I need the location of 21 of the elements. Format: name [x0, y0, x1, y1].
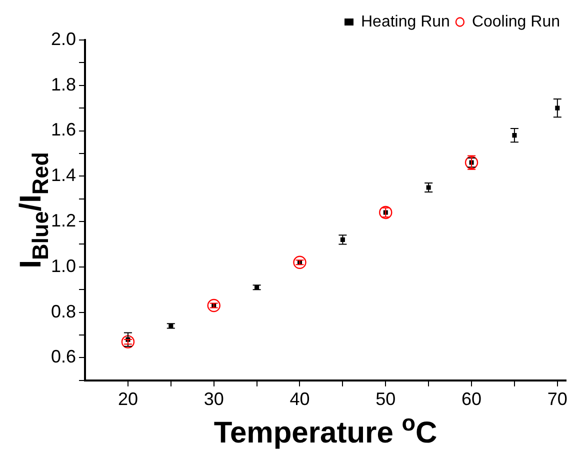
y-tick-label: 1.6: [50, 120, 76, 140]
y-tick-label: 1.4: [50, 165, 76, 186]
point: [464, 156, 478, 170]
y-tick-label: 1.2: [50, 210, 76, 231]
y-tick-label: 0.8: [50, 301, 76, 322]
x-tick-label: 40: [290, 389, 310, 410]
x-tick-label: 60: [462, 389, 482, 410]
point: [207, 298, 220, 312]
y-tick-label: 1.0: [50, 256, 76, 276]
y-tick-label: 1.8: [50, 74, 76, 94]
x-tick-label: 30: [204, 389, 224, 410]
legend-label: Cooling Run: [472, 13, 560, 30]
y-tick-label: 0.6: [50, 346, 76, 367]
x-tick-label: 50: [376, 389, 396, 410]
y-tick-label: 2.0: [50, 28, 76, 49]
legend-label: Heating Run: [361, 13, 450, 30]
point: [121, 335, 135, 348]
y-axis-title: IBlue/IRed: [14, 152, 53, 268]
x-tick-label: 70: [547, 389, 568, 410]
x-tick-label: 20: [118, 389, 138, 410]
point: [293, 256, 306, 269]
